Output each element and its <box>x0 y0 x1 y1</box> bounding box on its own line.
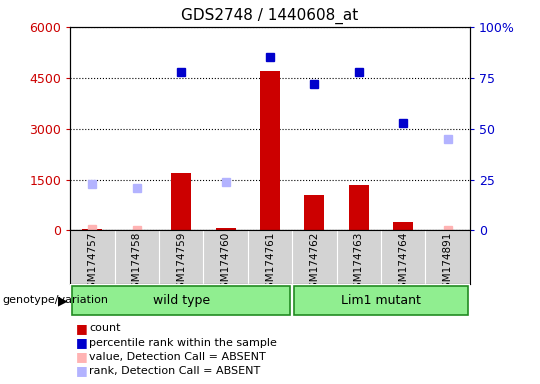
Text: count: count <box>89 323 120 333</box>
Text: GSM174891: GSM174891 <box>443 232 453 295</box>
Text: ▶: ▶ <box>58 294 68 307</box>
Text: ■: ■ <box>76 322 87 335</box>
Text: GSM174763: GSM174763 <box>354 232 364 295</box>
Bar <box>349 185 369 230</box>
Bar <box>83 229 103 230</box>
Text: GSM174762: GSM174762 <box>309 232 319 295</box>
Bar <box>393 222 413 230</box>
Text: ■: ■ <box>76 350 87 363</box>
Text: ■: ■ <box>76 364 87 377</box>
Text: value, Detection Call = ABSENT: value, Detection Call = ABSENT <box>89 352 266 362</box>
Text: GSM174759: GSM174759 <box>176 232 186 295</box>
Bar <box>260 71 280 230</box>
FancyBboxPatch shape <box>294 286 468 315</box>
Text: GSM174757: GSM174757 <box>87 232 97 295</box>
Text: Lim1 mutant: Lim1 mutant <box>341 294 421 307</box>
Text: wild type: wild type <box>153 294 210 307</box>
Title: GDS2748 / 1440608_at: GDS2748 / 1440608_at <box>181 8 359 24</box>
Text: GSM174761: GSM174761 <box>265 232 275 295</box>
Bar <box>305 195 325 230</box>
Bar <box>171 173 191 230</box>
FancyBboxPatch shape <box>72 286 290 315</box>
Text: GSM174764: GSM174764 <box>398 232 408 295</box>
Text: percentile rank within the sample: percentile rank within the sample <box>89 338 277 348</box>
Text: rank, Detection Call = ABSENT: rank, Detection Call = ABSENT <box>89 366 260 376</box>
Text: GSM174758: GSM174758 <box>132 232 142 295</box>
Text: genotype/variation: genotype/variation <box>3 295 109 306</box>
Text: ■: ■ <box>76 336 87 349</box>
Bar <box>215 228 235 230</box>
Text: GSM174760: GSM174760 <box>221 232 231 295</box>
